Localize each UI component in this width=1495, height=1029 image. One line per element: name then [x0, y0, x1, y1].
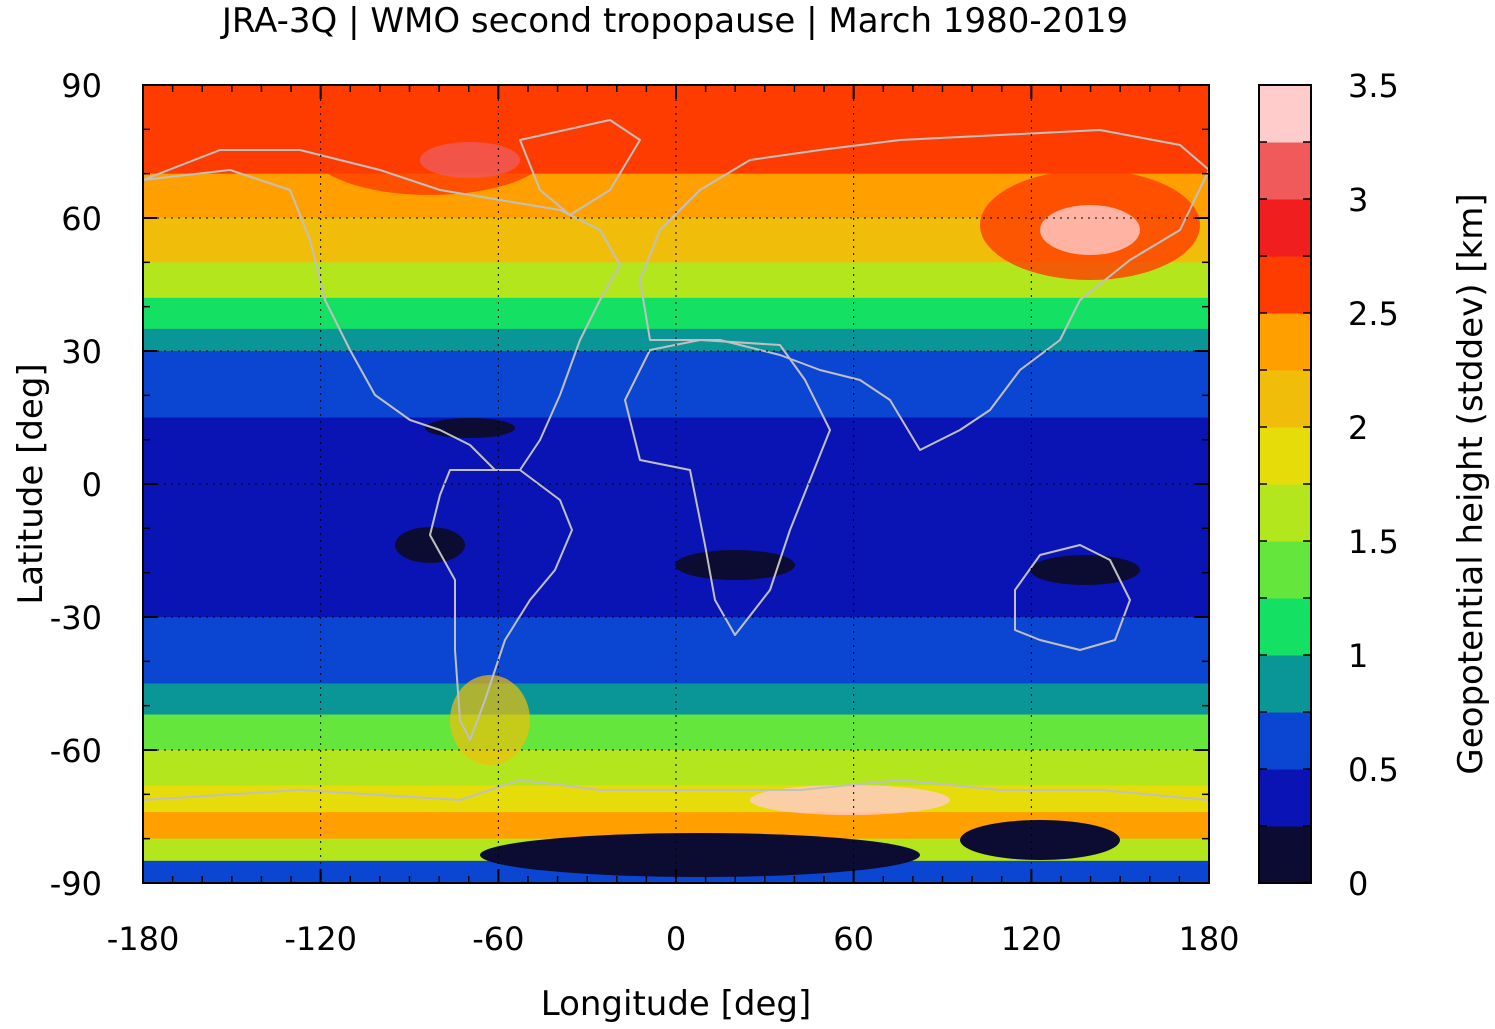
y-axis-label: Latitude [deg] — [11, 363, 51, 604]
x-axis: -180 -120 -60 0 60 120 180 — [107, 85, 1240, 958]
antarctica-coast — [143, 779, 1209, 801]
latitude-band — [143, 714, 1209, 751]
y-tick-label: -90 — [50, 865, 102, 903]
equatorial-minimum-south-america — [395, 527, 465, 563]
x-tick-label: -180 — [107, 920, 180, 958]
colorbar-swatch — [1259, 199, 1311, 257]
coastlines — [143, 119, 1209, 801]
map-plot-area — [143, 85, 1209, 883]
x-tick-label: 60 — [833, 920, 874, 958]
antarctica-minimum-2 — [960, 820, 1120, 860]
colorbar-tick-label: 0.5 — [1348, 751, 1399, 789]
chart-title: JRA-3Q | WMO second tropopause | March 1… — [220, 1, 1128, 41]
y-tick-label: 60 — [61, 200, 102, 238]
colorbar-swatch — [1259, 313, 1311, 371]
colorbar-swatch — [1259, 769, 1311, 827]
colorbar-swatch — [1259, 598, 1311, 656]
andes-maximum — [450, 675, 530, 765]
colorbar-label: Geopotential height (stddev) [km] — [1451, 193, 1491, 774]
colorbar-tick-label: 3.5 — [1348, 67, 1399, 105]
colorbar-swatch — [1259, 712, 1311, 770]
colorbar-swatch — [1259, 427, 1311, 485]
y-tick-label: -30 — [50, 599, 102, 637]
colorbar-tick-label: 2 — [1348, 409, 1368, 447]
colorbar-tick-label: 0 — [1348, 865, 1368, 903]
antarctic-ridge — [750, 785, 950, 815]
colorbar-tick-label: 1 — [1348, 637, 1368, 675]
north-america-coast — [143, 149, 621, 471]
y-tick-label: 0 — [82, 466, 102, 504]
x-tick-label: 120 — [1001, 920, 1062, 958]
colorbar-swatch — [1259, 541, 1311, 599]
x-axis-label: Longitude [deg] — [541, 984, 812, 1024]
colorbar-tick-label: 1.5 — [1348, 523, 1399, 561]
siberia-peak — [1040, 205, 1140, 255]
antarctica-minimum-1 — [480, 833, 920, 877]
south-america-coast — [429, 469, 573, 741]
y-tick-label: 90 — [61, 67, 102, 105]
eurasia-coast — [639, 129, 1209, 451]
canada-peak — [420, 142, 520, 178]
gridlines — [143, 85, 1209, 883]
colorbar-tick-label: 3 — [1348, 181, 1368, 219]
y-axis: 90 60 30 0 -30 -60 -90 — [50, 67, 1209, 903]
caribbean-minimum — [425, 418, 515, 438]
x-tick-label: -60 — [472, 920, 524, 958]
greenland-coast — [519, 119, 641, 216]
x-tick-label: -120 — [284, 920, 357, 958]
colorbar-swatch — [1259, 370, 1311, 428]
x-tick-label: 180 — [1178, 920, 1239, 958]
x-tick-label: 0 — [666, 920, 686, 958]
colorbar-swatch — [1259, 484, 1311, 542]
equatorial-minimum-africa — [675, 550, 795, 580]
equatorial-minimum-australia — [1030, 555, 1140, 585]
colorbar-swatch — [1259, 256, 1311, 314]
colorbar-swatch — [1259, 655, 1311, 713]
field-anomalies — [310, 105, 1200, 877]
colorbar-swatch — [1259, 142, 1311, 200]
colorbar-tick-label: 2.5 — [1348, 295, 1399, 333]
colorbar-frame — [1258, 84, 1312, 884]
latitude-band — [143, 129, 1209, 175]
latitude-band — [143, 395, 1209, 419]
colorbar-swatch — [1259, 826, 1311, 884]
latitude-band — [143, 652, 1209, 685]
latitude-band — [143, 617, 1209, 654]
latitude-band — [143, 750, 1209, 787]
colorbar: 3.5 3 2.5 2 1.5 1 0.5 0 — [1259, 67, 1399, 903]
australia-coast — [1014, 544, 1131, 651]
y-tick-label: -60 — [50, 732, 102, 770]
colorbar-swatch — [1259, 85, 1311, 143]
y-tick-label: 30 — [61, 333, 102, 371]
